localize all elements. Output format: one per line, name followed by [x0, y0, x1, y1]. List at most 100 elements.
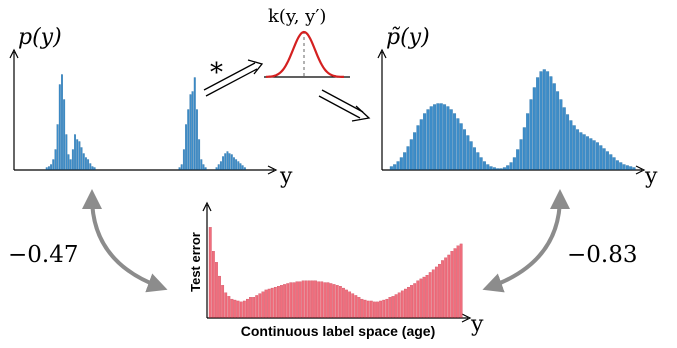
test-error-bar — [224, 292, 228, 318]
p-y-bar — [61, 74, 63, 170]
test-error-bar — [400, 290, 404, 318]
p-tilde-bar — [599, 145, 603, 170]
p-y-bar — [222, 156, 225, 170]
p-tilde-bar — [443, 104, 447, 170]
p-y-bar — [65, 134, 68, 170]
p-y-bar — [52, 159, 55, 170]
test-error-bar — [258, 293, 262, 318]
test-error-bar — [326, 282, 330, 318]
test-error-bar — [270, 287, 274, 318]
p-tilde-bar — [549, 76, 553, 170]
p-y-bar — [185, 124, 188, 170]
test-error-ylabel: Test error — [188, 232, 203, 292]
test-error-bar — [252, 297, 256, 318]
p-tilde-bar — [506, 165, 510, 170]
test-error-bar — [397, 292, 401, 318]
test-error-bar — [255, 295, 259, 318]
test-error-bar — [441, 260, 444, 318]
test-error-bar — [379, 300, 383, 318]
p-y-bar — [78, 141, 81, 170]
p-tilde-bar — [482, 161, 486, 170]
p-tilde-bar — [526, 113, 530, 170]
p-tilde-bar — [413, 132, 417, 170]
p-y-bar — [196, 109, 198, 170]
test-error-bar — [366, 300, 370, 318]
p-y-yaxis-arrow — [9, 48, 19, 59]
test-error-panel: Test error Continuous label space (age) … — [188, 201, 484, 339]
test-error-bar — [221, 285, 225, 318]
test-error-bar — [311, 280, 314, 318]
test-error-bar — [267, 288, 271, 318]
test-error-xlabel: Continuous label space (age) — [241, 323, 435, 339]
p-tilde-bar — [632, 167, 636, 170]
test-error-bar — [360, 298, 364, 318]
test-error-bar — [283, 284, 286, 318]
p-y-bar — [189, 94, 192, 170]
p-tilde-bar — [589, 138, 593, 170]
test-error-bar — [261, 291, 265, 318]
test-error-bar — [419, 278, 423, 318]
p-y-bar — [71, 149, 74, 170]
test-error-bar — [230, 298, 234, 318]
p-y-bar — [217, 164, 220, 170]
p-y-bar — [200, 159, 203, 170]
left-correlation-arrow — [82, 189, 168, 293]
test-error-bar — [385, 298, 389, 318]
test-error-bar — [391, 296, 395, 318]
test-error-bar — [413, 283, 417, 318]
test-error-bar — [332, 284, 336, 318]
test-error-bar — [357, 297, 361, 318]
p-tilde-bar — [429, 106, 433, 170]
p-tilde-panel: p̃(y) y — [377, 25, 658, 189]
p-y-bar — [180, 164, 183, 170]
p-tilde-bar — [456, 118, 460, 170]
p-tilde-bar — [556, 91, 560, 170]
p-y-bar — [45, 167, 48, 170]
p-y-bars — [45, 74, 246, 170]
test-error-yaxis-arrow — [202, 201, 212, 212]
p-y-bar — [198, 139, 201, 170]
test-error-bar — [286, 283, 290, 318]
p-tilde-bar — [502, 167, 506, 170]
test-error-bar — [227, 296, 231, 318]
p-tilde-bar — [492, 167, 496, 170]
p-tilde-x-label: y — [644, 164, 658, 189]
convolution-symbol: * — [210, 58, 223, 88]
p-y-bar — [89, 163, 92, 170]
test-error-bar — [338, 286, 342, 318]
kernel-panel: k(y, y′) — [264, 6, 350, 78]
test-error-bar — [211, 251, 215, 318]
p-y-bar — [178, 167, 181, 170]
p-y-bar — [76, 139, 79, 170]
p-tilde-bar — [615, 160, 619, 170]
p-y-bar — [69, 159, 72, 170]
p-y-bar — [82, 153, 85, 170]
p-tilde-bar — [466, 135, 470, 170]
test-error-bar — [388, 297, 392, 318]
test-error-bar — [434, 266, 438, 318]
p-y-bar — [233, 157, 235, 170]
convolution-arrow — [203, 59, 264, 97]
p-tilde-bar — [436, 103, 440, 170]
p-y-panel: p(y) y — [9, 25, 293, 189]
test-error-bar — [345, 289, 348, 318]
test-error-bar — [276, 286, 280, 318]
p-tilde-bar — [489, 166, 493, 170]
p-y-bar — [241, 165, 244, 170]
test-error-bar — [348, 291, 352, 318]
p-tilde-bar — [479, 157, 483, 170]
test-error-bar — [314, 280, 317, 318]
p-y-bar — [58, 84, 61, 170]
p-tilde-bar — [512, 157, 516, 170]
test-error-bar — [422, 276, 426, 318]
test-error-bar — [304, 280, 308, 318]
p-tilde-bar — [572, 125, 576, 170]
test-error-bar — [233, 299, 237, 318]
p-y-bar — [91, 166, 94, 170]
p-tilde-bar — [585, 136, 590, 170]
test-error-bar — [317, 281, 321, 318]
test-error-bar — [431, 269, 435, 318]
left-correlation-value: −0.47 — [8, 242, 78, 268]
p-y-bar — [63, 99, 66, 170]
test-error-xaxis-arrow — [461, 313, 472, 323]
